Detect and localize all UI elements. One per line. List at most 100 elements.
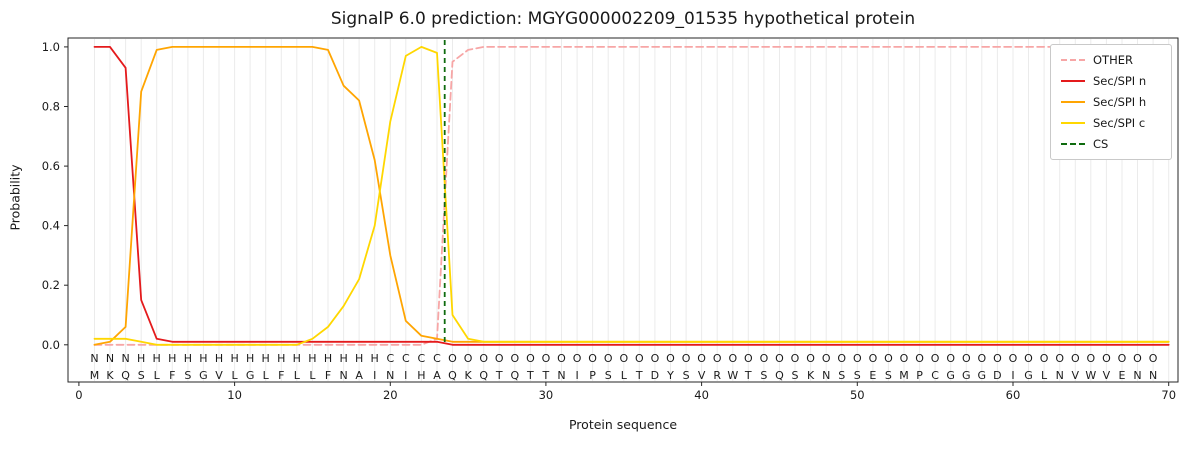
region-label-letter: O: [588, 352, 597, 365]
region-label-letter: O: [697, 352, 706, 365]
region-label-letter: H: [371, 352, 379, 365]
legend-line-sample: [1061, 80, 1085, 82]
region-label-letter: O: [791, 352, 800, 365]
residue-letter: S: [138, 369, 145, 382]
legend-line-sample: [1061, 59, 1085, 61]
y-tick-label: 0.8: [42, 100, 60, 114]
region-label-letter: O: [573, 352, 582, 365]
residue-letter: T: [744, 369, 752, 382]
region-label-letter: O: [853, 352, 862, 365]
region-label-letter: O: [1024, 352, 1033, 365]
residue-letter: V: [698, 369, 706, 382]
residue-letter: K: [464, 369, 472, 382]
series-line-other: [93, 46, 1170, 346]
region-label-letter: O: [977, 352, 986, 365]
region-label-letter: H: [339, 352, 347, 365]
region-label-letter: O: [993, 352, 1002, 365]
region-label-letter: C: [386, 352, 394, 365]
region-label-letter: H: [277, 352, 285, 365]
residue-letter: A: [433, 369, 441, 382]
region-label-letter: O: [837, 352, 846, 365]
x-tick-label: 50: [850, 388, 865, 402]
region-label-letter: H: [199, 352, 207, 365]
region-label-letter: H: [168, 352, 176, 365]
region-label-letter: H: [308, 352, 316, 365]
residue-letter: T: [542, 369, 550, 382]
region-label-letter: H: [184, 352, 192, 365]
region-label-letter: H: [355, 352, 363, 365]
legend-line-sample: [1061, 122, 1085, 124]
residue-letter: N: [386, 369, 394, 382]
region-label-letter: O: [1055, 352, 1064, 365]
region-label-letter: O: [884, 352, 893, 365]
residue-letter: G: [1024, 369, 1033, 382]
legend-item-cs: CS: [1061, 137, 1161, 151]
residue-letter: Q: [121, 369, 130, 382]
residue-letter: I: [404, 369, 407, 382]
region-label-letter: O: [1149, 352, 1158, 365]
residue-letter: I: [575, 369, 578, 382]
residue-letter: G: [199, 369, 208, 382]
x-tick-label: 10: [227, 388, 242, 402]
legend-line-sample: [1061, 143, 1085, 145]
residue-letter: T: [635, 369, 643, 382]
region-label-letter: H: [137, 352, 145, 365]
residue-letter: F: [169, 369, 175, 382]
region-label-letter: O: [713, 352, 722, 365]
region-label-letter: O: [1086, 352, 1095, 365]
chart-title: SignalP 6.0 prediction: MGYG000002209_01…: [330, 9, 916, 29]
region-label-letter: O: [946, 352, 955, 365]
y-tick-label: 0.6: [42, 159, 60, 173]
region-label-letter: O: [510, 352, 519, 365]
region-label-letter: O: [915, 352, 924, 365]
region-label-letter: O: [635, 352, 644, 365]
x-tick-label: 40: [694, 388, 709, 402]
series-line-sec-spi-n: [93, 46, 1170, 346]
residue-letter: F: [278, 369, 284, 382]
legend-item-sec-spi-h: Sec/SPI h: [1061, 95, 1161, 109]
x-tick-label: 70: [1161, 388, 1176, 402]
residue-letter: P: [916, 369, 923, 382]
legend-item-other: OTHER: [1061, 53, 1161, 67]
residue-letter: L: [154, 369, 161, 382]
region-label-letter: O: [1118, 352, 1127, 365]
y-tick-label: 1.0: [42, 40, 60, 54]
region-label-letter: O: [760, 352, 769, 365]
legend-label: Sec/SPI c: [1093, 116, 1146, 130]
region-label-letter: O: [728, 352, 737, 365]
residue-letter: L: [309, 369, 316, 382]
residue-letter: F: [325, 369, 331, 382]
region-label-letter: H: [153, 352, 161, 365]
residue-letter: N: [822, 369, 830, 382]
residue-letter: Y: [666, 369, 674, 382]
region-label-letter: O: [822, 352, 831, 365]
region-label-letter: H: [293, 352, 301, 365]
residue-letter: S: [683, 369, 690, 382]
region-label-letter: O: [1133, 352, 1142, 365]
chart-legend: OTHER Sec/SPI n Sec/SPI h Sec/SPI c CS: [1050, 44, 1172, 160]
residue-letter: G: [946, 369, 955, 382]
residue-letter: S: [885, 369, 892, 382]
y-axis-label: Probability: [7, 164, 23, 231]
residue-letter: M: [899, 369, 909, 382]
residue-letter: A: [355, 369, 363, 382]
region-label-letter: C: [418, 352, 426, 365]
residue-letter: I: [1011, 369, 1014, 382]
legend-label: CS: [1093, 137, 1109, 151]
residue-letter: E: [1119, 369, 1126, 382]
region-label-letter: H: [230, 352, 238, 365]
residue-letter: Q: [448, 369, 457, 382]
legend-item-sec-spi-c: Sec/SPI c: [1061, 116, 1161, 130]
region-label-letter: O: [651, 352, 660, 365]
legend-line-sample: [1061, 101, 1085, 103]
legend-label: OTHER: [1093, 53, 1133, 67]
region-label-letter: O: [557, 352, 566, 365]
region-label-letter: O: [682, 352, 691, 365]
residue-letter: Q: [775, 369, 784, 382]
region-label-letter: O: [666, 352, 675, 365]
residue-letter: N: [339, 369, 347, 382]
region-label-letter: O: [448, 352, 457, 365]
residue-letter: H: [417, 369, 425, 382]
residue-letter: S: [854, 369, 861, 382]
